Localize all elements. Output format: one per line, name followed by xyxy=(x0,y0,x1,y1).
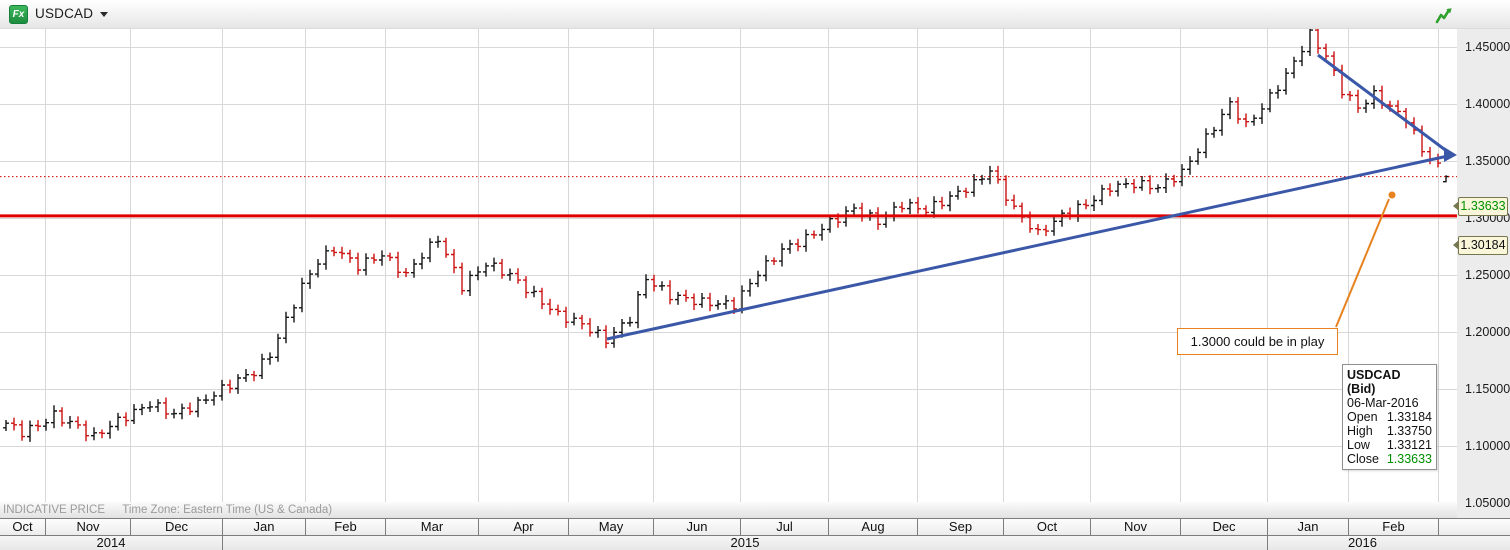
ohlc-bar-series xyxy=(3,24,1449,442)
price-tick-label: 1.15000 xyxy=(1465,382,1510,396)
price-axis[interactable]: 1.05000 1.10000 1.15000 1.20000 1.25000 1.300… xyxy=(1453,28,1510,550)
time-axis-months[interactable]: Oct Nov Dec Jan Feb Mar Apr May Jun Jul Aug Sep Oct N… xyxy=(0,518,1510,536)
tooltip-title: USDCAD (Bid) xyxy=(1347,368,1401,396)
time-axis-years: 2014 2015 2016 xyxy=(0,536,1510,550)
month-label-cell: Feb xyxy=(305,519,385,535)
month-label-cell: Jan xyxy=(222,519,305,535)
month-label-cell: Feb xyxy=(1348,519,1438,535)
tooltip-close-row: Close 1.33633 xyxy=(1347,452,1432,466)
tooltip-date: 06-Mar-2016 xyxy=(1347,396,1419,410)
price-tick-label: 1.10000 xyxy=(1465,439,1510,453)
indicative-price-strip: INDICATIVE PRICE Time Zone: Eastern Time… xyxy=(0,502,1457,518)
price-tick-label: 1.05000 xyxy=(1465,496,1510,510)
year-label-cell: 2015 xyxy=(222,536,1267,550)
month-label-cell: Dec xyxy=(1180,519,1267,535)
trend-arrow-icon[interactable] xyxy=(1434,6,1454,26)
annotation-arrow-line xyxy=(1335,198,1390,328)
month-label-cell: Apr xyxy=(478,519,568,535)
timezone-label: Time Zone: Eastern Time (US & Canada) xyxy=(122,504,333,516)
tooltip-high-row: High 1.33750 xyxy=(1347,424,1432,438)
lower-trendline xyxy=(606,154,1449,341)
symbol-dropdown-caret[interactable] xyxy=(100,12,108,17)
price-tick-label: 1.40000 xyxy=(1465,97,1510,111)
month-label-cell: Aug xyxy=(828,519,917,535)
price-tick-label: 1.35000 xyxy=(1465,154,1510,168)
month-label-cell: May xyxy=(568,519,653,535)
trendline-arrowhead-icon xyxy=(1444,147,1457,162)
symbol-name: USDCAD xyxy=(35,6,94,21)
annotation-callout: 1.3000 could be in play xyxy=(1177,328,1338,355)
month-label-cell: Nov xyxy=(45,519,130,535)
month-label-cell: Nov xyxy=(1090,519,1180,535)
gridlines xyxy=(0,28,1457,518)
month-label-cell: Oct xyxy=(12,519,33,534)
month-label-cell: Jul xyxy=(740,519,828,535)
tooltip-low-row: Low 1.33121 xyxy=(1347,438,1432,452)
fx-logo-icon: Fx xyxy=(9,5,28,24)
month-label-cell: Dec xyxy=(130,519,222,535)
price-tick-label: 1.25000 xyxy=(1465,268,1510,282)
price-tick-label: 1.45000 xyxy=(1465,40,1510,54)
level-price-badge: 1.30184 xyxy=(1453,236,1508,255)
ohlc-tooltip: USDCAD (Bid) 06-Mar-2016 Open 1.33184 Hig… xyxy=(1342,364,1437,470)
annotation-arrow-dot xyxy=(1388,191,1396,199)
year-label-cell: 2014 xyxy=(96,535,126,550)
month-label-cell: Mar xyxy=(385,519,478,535)
title-bar: Fx USDCAD xyxy=(0,0,1510,29)
current-price-badge: 1.33633 xyxy=(1453,197,1508,216)
month-label-cell xyxy=(1438,519,1457,535)
upper-trendline xyxy=(1317,53,1449,154)
tooltip-open-row: Open 1.33184 xyxy=(1347,410,1432,424)
indicative-price-label: INDICATIVE PRICE xyxy=(3,504,106,516)
month-label-cell: Sep xyxy=(917,519,1003,535)
year-label-cell: 2016 xyxy=(1267,536,1457,550)
month-label-cell: Oct xyxy=(1003,519,1090,535)
month-label-cell: Jun xyxy=(653,519,740,535)
price-tick-label: 1.20000 xyxy=(1465,325,1510,339)
month-label-cell: Jan xyxy=(1267,519,1348,535)
